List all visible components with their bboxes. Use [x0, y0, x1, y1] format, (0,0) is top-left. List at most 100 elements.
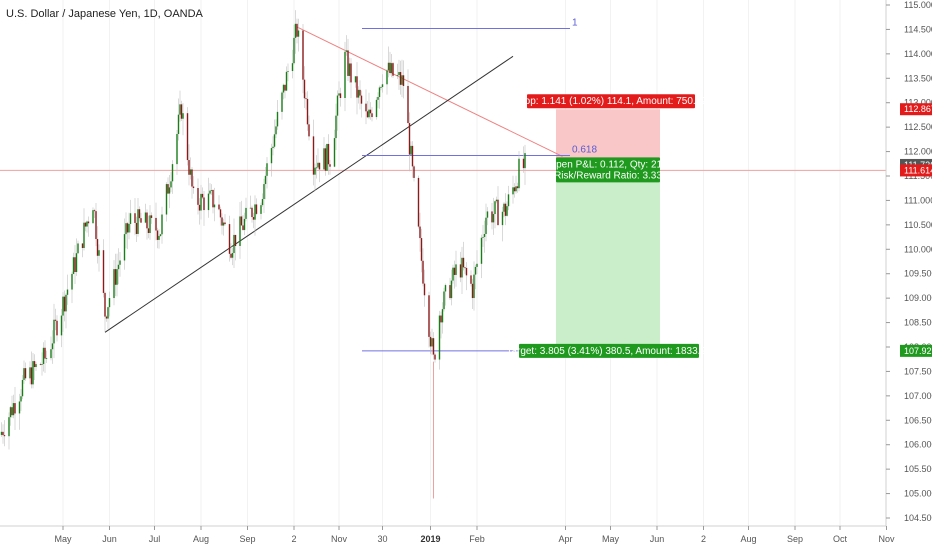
candle-body — [117, 264, 120, 270]
candle-body — [365, 103, 367, 112]
drawing-lines[interactable]: 1 0.618 — [0, 17, 886, 352]
candle-body — [282, 84, 285, 93]
candle-body — [125, 223, 127, 235]
price-tick-label: 110.000 — [904, 244, 932, 254]
candle-body — [200, 193, 202, 211]
candle-body — [302, 30, 304, 80]
candle-body — [410, 145, 412, 155]
time-axis[interactable]: May Jun Jul Aug Sep 2 Nov 30 2019 Feb Apr May Jun 2 Au… — [0, 525, 895, 544]
candle-body — [168, 187, 171, 194]
candle-body — [381, 84, 384, 87]
candle-body — [92, 210, 94, 224]
candle-body — [62, 296, 64, 316]
candle-body — [140, 218, 142, 223]
candle-body — [144, 212, 147, 223]
candle-body — [161, 214, 163, 235]
open-pnl-badge-text: Open P&L: 0.112, Qty: 219 — [548, 159, 668, 170]
price-axis[interactable]: 104.500 105.000 105.500 106.000 106.500 107.0… — [885, 0, 932, 550]
candle-body — [491, 211, 493, 223]
candle-body — [191, 169, 193, 187]
candle-body — [56, 320, 58, 336]
candle-body — [422, 260, 424, 284]
candle-body — [503, 203, 505, 212]
candle-body — [83, 222, 85, 249]
candle-body — [369, 109, 372, 114]
candle-body — [171, 164, 174, 182]
candle-body — [35, 364, 37, 368]
candle-body — [203, 197, 205, 211]
candle-body — [71, 273, 73, 290]
candle-body — [420, 238, 423, 261]
candle-body — [230, 253, 232, 258]
candle-body — [252, 217, 255, 220]
candle-body — [240, 216, 243, 226]
candle-body — [239, 216, 241, 247]
candle-body — [303, 79, 306, 99]
candle-body — [261, 199, 264, 206]
candle-body — [444, 285, 447, 292]
candle-body — [197, 188, 199, 205]
candle-body — [401, 75, 403, 85]
candle-body — [314, 167, 316, 175]
candle-body — [98, 250, 100, 256]
candle-body — [399, 72, 402, 85]
candle-body — [335, 115, 337, 139]
candle-body — [134, 213, 136, 223]
price-tag-bg — [900, 103, 932, 116]
candle-body — [254, 204, 256, 220]
candle-body — [315, 167, 318, 169]
candle-body — [317, 162, 319, 168]
candle-body — [266, 163, 268, 176]
candle-body — [356, 76, 358, 98]
candle-body — [113, 269, 115, 299]
candle-body — [156, 230, 159, 240]
candle-body — [137, 209, 139, 234]
position-zones — [556, 109, 660, 351]
candle-body — [96, 239, 99, 256]
candle-body — [81, 243, 84, 249]
candle-body — [108, 298, 111, 308]
candles — [0, 10, 526, 499]
candle-body — [432, 338, 435, 355]
candle-body — [285, 71, 288, 91]
price-tick-label: 112.000 — [904, 147, 932, 157]
price-tick-label: 115.000 — [904, 0, 932, 10]
candle-body — [176, 133, 178, 165]
candle-body — [207, 193, 210, 211]
candle-body — [2, 431, 4, 436]
time-tick-label: Feb — [469, 534, 485, 544]
candle-body — [228, 224, 231, 254]
candle-body — [482, 236, 484, 238]
time-tick-label: May — [54, 534, 72, 544]
candle-body — [359, 89, 361, 96]
candle-body — [255, 204, 258, 214]
candle-body — [336, 95, 339, 116]
candle-body — [360, 95, 363, 104]
candle-body — [327, 143, 330, 165]
candle-body — [461, 257, 463, 278]
candle-body — [476, 263, 478, 267]
candle-body — [12, 403, 15, 416]
candle-body — [84, 222, 87, 227]
candle-body — [522, 158, 525, 169]
candle-body — [179, 104, 181, 115]
candle-body — [296, 23, 298, 37]
time-tick-label: Jun — [102, 534, 117, 544]
time-tick-label: Jun — [650, 534, 665, 544]
time-tick-label: Nov — [331, 534, 348, 544]
candle-body — [138, 209, 141, 219]
time-tick-label: Jul — [149, 534, 161, 544]
candle-body — [264, 175, 267, 185]
candle-body — [470, 275, 472, 284]
candle-body — [8, 417, 10, 437]
candle-body — [165, 184, 168, 215]
candle-body — [192, 186, 195, 189]
candle-body — [459, 264, 462, 278]
candle-body — [392, 63, 394, 76]
candle-body — [54, 319, 57, 321]
candle-body — [377, 96, 379, 100]
candle-body — [260, 205, 262, 214]
candle-body — [224, 222, 226, 225]
candle-body — [455, 264, 457, 275]
